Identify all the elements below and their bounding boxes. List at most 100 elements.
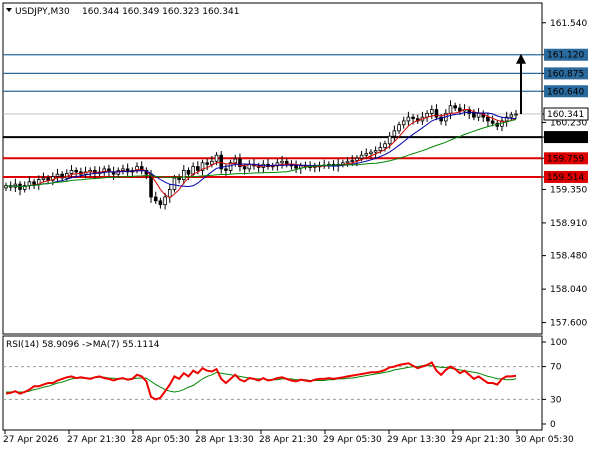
candle-body [453,105,457,109]
ma-mid-line [5,111,517,188]
candle-body [186,170,191,175]
candle-body [472,112,476,118]
candle-body [378,147,383,152]
main-panel-frame [2,2,543,335]
dropdown-triangle-icon[interactable] [6,8,12,12]
level-price-label: 161.120 [547,51,584,61]
x-tick-label: 28 Apr 13:30 [195,435,254,445]
candle-body [242,166,247,170]
level-price-label: 159.759 [547,154,584,164]
x-tick-label: 29 Apr 21:30 [451,435,510,445]
candle-body [121,168,125,171]
rsi-tick-label: 30 [550,395,562,405]
ma-fast-line [5,109,517,199]
y-tick-label: 160.230 [550,118,587,128]
rsi-line [5,361,517,401]
candle-body [214,154,219,162]
candle-body [280,160,284,164]
candle-body [458,107,462,112]
x-tick-label: 28 Apr 05:30 [131,435,190,445]
rsi-ma-label: ->MA(7) 55.1114 [82,340,160,350]
candle-body [200,162,205,171]
x-tick-label: 27 Apr 2026 [3,435,59,445]
candle-body [504,116,509,122]
level-badge [544,67,588,80]
y-tick-label: 158.910 [550,219,587,229]
candle-body [196,166,200,171]
level-badge [544,152,588,165]
candle-body [345,160,350,164]
target-arrow-head [516,53,526,64]
candle-body [50,176,55,181]
rsi-panel-frame [2,335,543,431]
x-tick-label: 29 Apr 05:30 [323,435,382,445]
level-badge [544,170,588,183]
candle-body [210,160,214,165]
candle-body [439,116,443,122]
level-price-label: 160.875 [547,69,584,79]
y-tick-label: 158.480 [550,252,587,262]
candle-body [406,116,411,122]
symbol-title: USDJPY,M30 [15,7,70,17]
candle-body [429,109,434,114]
candle-body [60,173,64,179]
candle-body [411,116,415,120]
rsi-tick-label: 100 [550,338,567,348]
candle-body [224,168,228,171]
candle-body [383,143,387,148]
rsi-tick-label: 70 [550,363,562,373]
candle-body [32,181,36,185]
y-tick-label: 159.350 [550,185,587,195]
y-tick-label: 161.540 [550,19,587,29]
candle-body [163,196,167,206]
ma-slow-line [5,119,517,188]
candle-body [397,124,401,132]
candle-body [486,116,490,122]
candle-body [46,177,50,181]
candle-body [355,157,359,161]
candle-body [359,154,364,159]
y-tick-label: 157.600 [550,319,587,329]
x-tick-label: 29 Apr 13:30 [387,435,446,445]
last-price-label: 160.341 [547,110,584,120]
candle-body [490,120,495,124]
candle-body [158,200,163,206]
level-badge [544,85,588,98]
candle-body [22,185,27,190]
candle-body [233,158,238,164]
x-tick-label: 30 Apr 05:30 [515,435,574,445]
candle-body [364,153,369,156]
candle-body [476,112,481,118]
candle-body [102,168,107,173]
candle-body [167,189,172,198]
candle-body [294,165,298,169]
x-tick-label: 28 Apr 21:30 [259,435,318,445]
candle-body [448,105,453,114]
candle-body [55,173,60,177]
candle-body [153,196,158,202]
candle-body [205,162,209,165]
candle-body [373,150,378,153]
y-tick-label: 158.040 [550,285,587,295]
candle-body [182,170,186,180]
candle-body [69,170,74,174]
level-badge [544,48,588,61]
level-price-label: 160.038 [547,133,584,143]
candle-body [369,151,373,155]
candle-body [41,177,46,180]
candle-body [401,120,406,126]
last-price-badge [543,107,589,121]
candle-body [350,160,355,162]
candle-body [514,113,518,116]
ohlc-readout: 160.344 160.349 160.323 160.341 [82,7,239,17]
rsi-tick-label: 0 [550,420,556,430]
candle-body [172,177,177,190]
candle-body [434,109,439,118]
candle-body [228,162,233,171]
candle-body [238,158,242,167]
x-tick-label: 27 Apr 21:30 [67,435,126,445]
rsi-label: RSI(14) 58.9096 [6,340,79,350]
candle-body [177,177,181,180]
candle-body [74,170,78,173]
